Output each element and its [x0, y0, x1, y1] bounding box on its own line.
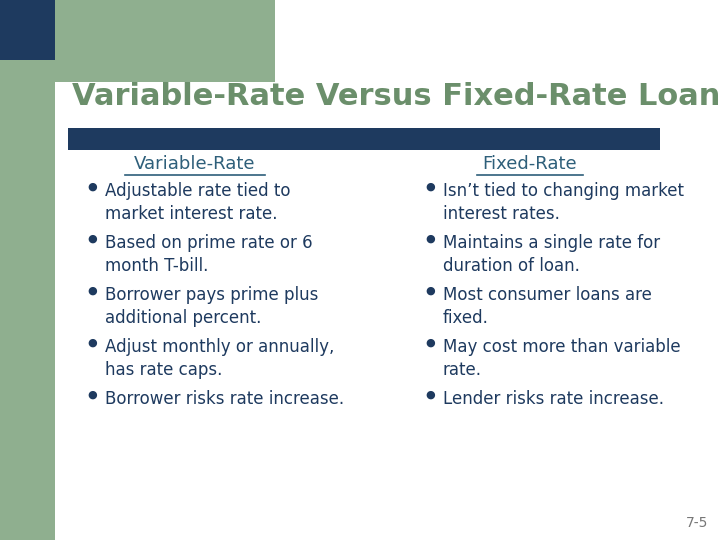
Text: Isn’t tied to changing market
interest rates.: Isn’t tied to changing market interest r… — [443, 182, 684, 223]
Text: Adjustable rate tied to
market interest rate.: Adjustable rate tied to market interest … — [105, 182, 290, 223]
Text: Adjust monthly or annually,
has rate caps.: Adjust monthly or annually, has rate cap… — [105, 338, 334, 379]
FancyBboxPatch shape — [68, 128, 660, 150]
Text: Borrower pays prime plus
additional percent.: Borrower pays prime plus additional perc… — [105, 286, 318, 327]
Text: ●: ● — [87, 390, 96, 400]
FancyBboxPatch shape — [0, 60, 55, 540]
Text: May cost more than variable
rate.: May cost more than variable rate. — [443, 338, 680, 379]
Text: ●: ● — [425, 286, 435, 296]
Text: ●: ● — [87, 286, 96, 296]
Text: Based on prime rate or 6
month T-bill.: Based on prime rate or 6 month T-bill. — [105, 234, 312, 275]
Text: Lender risks rate increase.: Lender risks rate increase. — [443, 390, 664, 408]
Text: Maintains a single rate for
duration of loan.: Maintains a single rate for duration of … — [443, 234, 660, 275]
Text: Most consumer loans are
fixed.: Most consumer loans are fixed. — [443, 286, 652, 327]
Text: Borrower risks rate increase.: Borrower risks rate increase. — [105, 390, 344, 408]
Text: ●: ● — [87, 338, 96, 348]
Text: 7-5: 7-5 — [685, 516, 708, 530]
Text: ●: ● — [425, 390, 435, 400]
Text: Fixed-Rate: Fixed-Rate — [482, 155, 577, 173]
FancyBboxPatch shape — [55, 0, 275, 82]
Text: ●: ● — [425, 182, 435, 192]
FancyBboxPatch shape — [0, 0, 75, 60]
Text: ●: ● — [425, 338, 435, 348]
Text: Variable-Rate Versus Fixed-Rate Loans: Variable-Rate Versus Fixed-Rate Loans — [72, 82, 720, 111]
Text: ●: ● — [87, 182, 96, 192]
Text: ●: ● — [425, 234, 435, 244]
Text: ●: ● — [87, 234, 96, 244]
Text: Variable-Rate: Variable-Rate — [134, 155, 256, 173]
